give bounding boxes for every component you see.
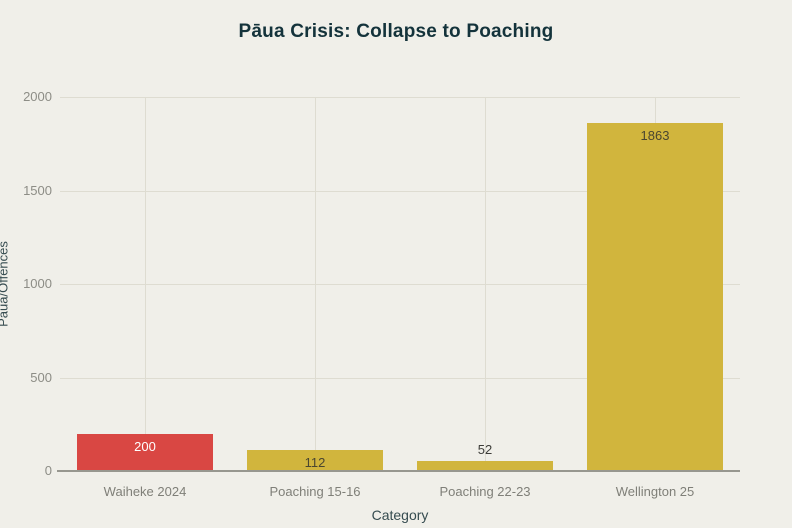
h-gridline <box>60 377 740 379</box>
y-tick-label: 500 <box>30 369 52 385</box>
x-axis-title: Category <box>371 507 429 523</box>
x-axis-line <box>57 470 740 472</box>
plot-area: 200 112 52 1863 <box>57 97 740 472</box>
category-label: Poaching 22-23 <box>439 484 531 499</box>
y-tick-label: 0 <box>44 463 52 478</box>
y-tick-label: 1500 <box>23 182 52 198</box>
bar-value-label: 112 <box>304 455 326 471</box>
bar-poaching-22-23 <box>417 461 553 471</box>
bar-value-label: 1863 <box>640 127 670 143</box>
y-tick-label: 1000 <box>23 276 52 291</box>
v-gridline <box>315 97 316 471</box>
v-gridline <box>485 97 486 471</box>
category-label: Wellington 25 <box>615 484 695 499</box>
bar-poaching-15-16 <box>247 450 383 471</box>
bar-value-label: 52 <box>477 442 493 458</box>
category-label: Poaching 15-16 <box>269 484 361 499</box>
y-tick-label: 2000 <box>23 89 52 104</box>
category-label: Waiheke 2024 <box>103 484 187 499</box>
chart-title: Pāua Crisis: Collapse to Poaching <box>238 21 554 42</box>
bar-wellington-25 <box>587 122 723 471</box>
h-gridline <box>60 97 740 98</box>
bar-value-label: 200 <box>134 438 156 454</box>
h-gridline <box>60 284 740 285</box>
v-gridline <box>145 97 146 471</box>
h-gridline <box>60 190 740 192</box>
bar-waiheke-2024 <box>77 433 213 471</box>
